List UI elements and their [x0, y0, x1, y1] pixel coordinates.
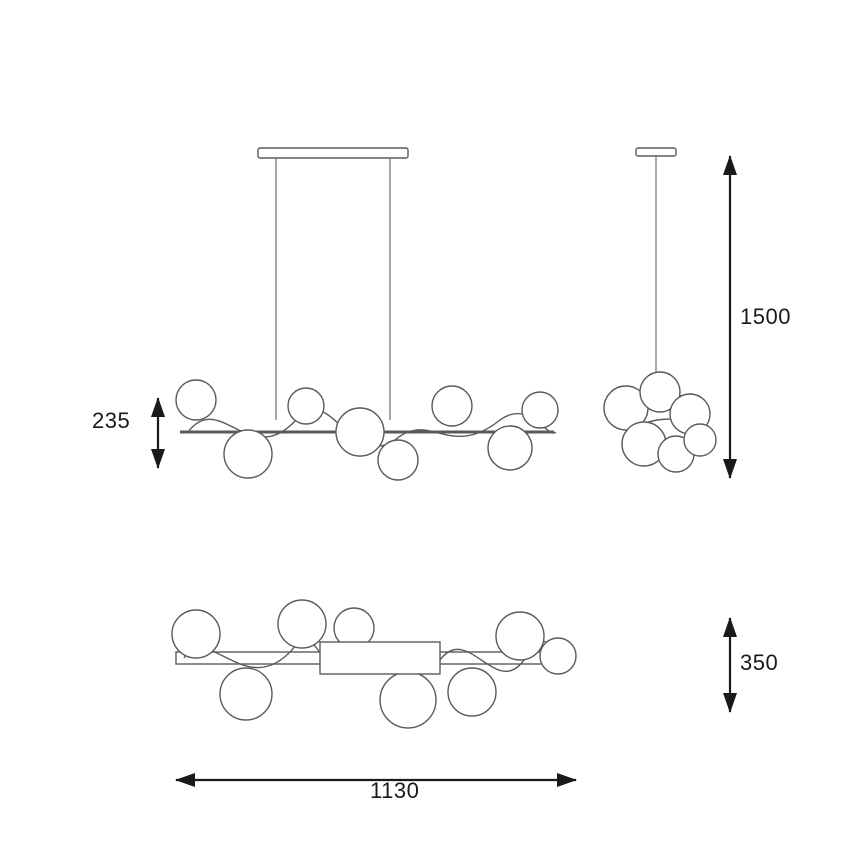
- dim-height-small: 235: [92, 408, 130, 434]
- dim-width: 1130: [370, 778, 419, 804]
- technical-drawing: [0, 0, 868, 868]
- dim-depth: 350: [740, 650, 778, 676]
- dim-height-total: 1500: [740, 304, 791, 330]
